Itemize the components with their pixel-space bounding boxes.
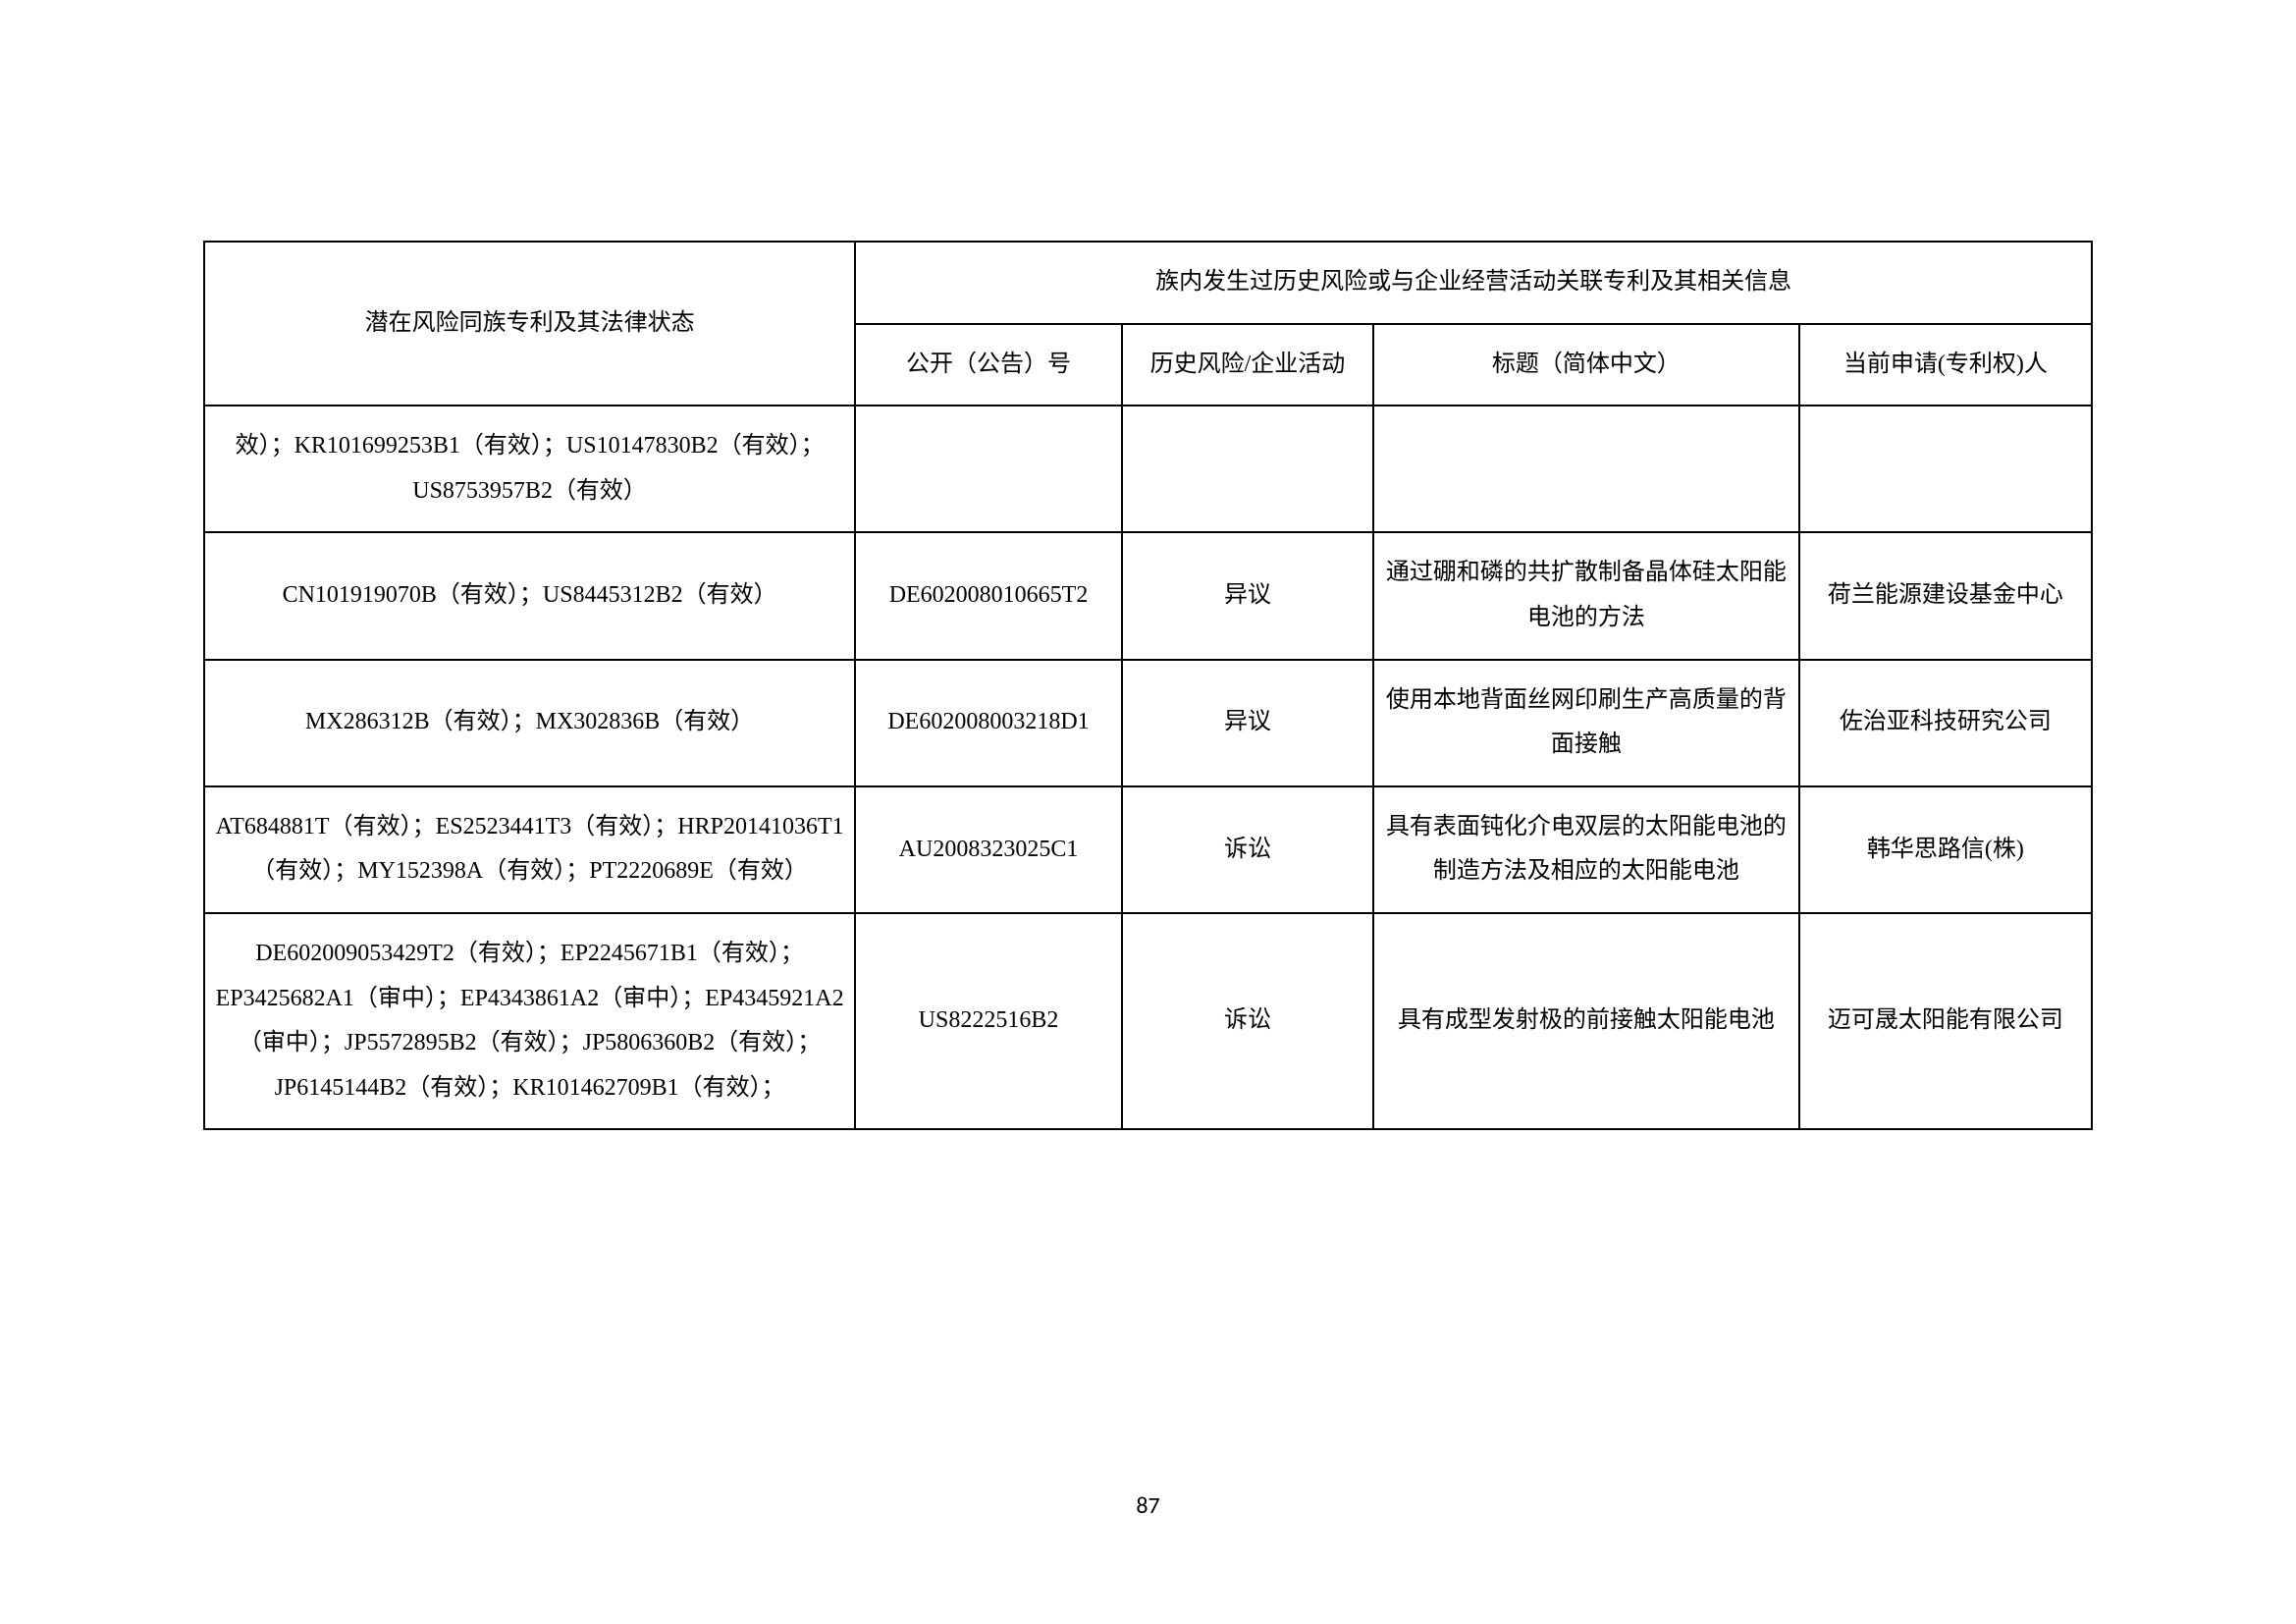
cell-title: 具有成型发射极的前接触太阳能电池 [1373, 913, 1799, 1129]
table-row: 效）；KR101699253B1（有效）；US10147830B2（有效）；US… [204, 406, 2092, 532]
cell-title: 通过硼和磷的共扩散制备晶体硅太阳能电池的方法 [1373, 532, 1799, 659]
cell-applicant: 韩华思路信(株) [1799, 786, 2092, 913]
header-col3: 历史风险/企业活动 [1122, 324, 1373, 406]
cell-publication-no [855, 406, 1122, 532]
cell-applicant: 佐治亚科技研究公司 [1799, 660, 2092, 786]
table-row: AT684881T（有效）；ES2523441T3（有效）；HRP2014103… [204, 786, 2092, 913]
cell-patent-status: MX286312B（有效）；MX302836B（有效） [204, 660, 855, 786]
page-container: 潜在风险同族专利及其法律状态 族内发生过历史风险或与企业经营活动关联专利及其相关… [0, 0, 2296, 1624]
patent-table: 潜在风险同族专利及其法律状态 族内发生过历史风险或与企业经营活动关联专利及其相关… [203, 241, 2093, 1130]
cell-risk-activity: 异议 [1122, 532, 1373, 659]
cell-patent-status: DE602009053429T2（有效）；EP2245671B1（有效）；EP3… [204, 913, 855, 1129]
cell-publication-no: DE602008003218D1 [855, 660, 1122, 786]
cell-risk-activity: 诉讼 [1122, 786, 1373, 913]
cell-publication-no: AU2008323025C1 [855, 786, 1122, 913]
header-col1: 潜在风险同族专利及其法律状态 [204, 242, 855, 406]
header-col4: 标题（简体中文） [1373, 324, 1799, 406]
cell-patent-status: AT684881T（有效）；ES2523441T3（有效）；HRP2014103… [204, 786, 855, 913]
cell-applicant: 荷兰能源建设基金中心 [1799, 532, 2092, 659]
page-number: 87 [0, 1491, 2296, 1520]
cell-risk-activity [1122, 406, 1373, 532]
cell-title [1373, 406, 1799, 532]
cell-publication-no: DE602008010665T2 [855, 532, 1122, 659]
cell-applicant: 迈可晟太阳能有限公司 [1799, 913, 2092, 1129]
table-row: DE602009053429T2（有效）；EP2245671B1（有效）；EP3… [204, 913, 2092, 1129]
table-row: CN101919070B（有效）；US8445312B2（有效） DE60200… [204, 532, 2092, 659]
header-row-1: 潜在风险同族专利及其法律状态 族内发生过历史风险或与企业经营活动关联专利及其相关… [204, 242, 2092, 324]
cell-risk-activity: 诉讼 [1122, 913, 1373, 1129]
header-col5: 当前申请(专利权)人 [1799, 324, 2092, 406]
cell-title: 具有表面钝化介电双层的太阳能电池的制造方法及相应的太阳能电池 [1373, 786, 1799, 913]
cell-title: 使用本地背面丝网印刷生产高质量的背面接触 [1373, 660, 1799, 786]
cell-patent-status: CN101919070B（有效）；US8445312B2（有效） [204, 532, 855, 659]
table-row: MX286312B（有效）；MX302836B（有效） DE6020080032… [204, 660, 2092, 786]
cell-applicant [1799, 406, 2092, 532]
cell-risk-activity: 异议 [1122, 660, 1373, 786]
header-merged-top: 族内发生过历史风险或与企业经营活动关联专利及其相关信息 [855, 242, 2092, 324]
cell-patent-status: 效）；KR101699253B1（有效）；US10147830B2（有效）；US… [204, 406, 855, 532]
cell-publication-no: US8222516B2 [855, 913, 1122, 1129]
header-col2: 公开（公告）号 [855, 324, 1122, 406]
